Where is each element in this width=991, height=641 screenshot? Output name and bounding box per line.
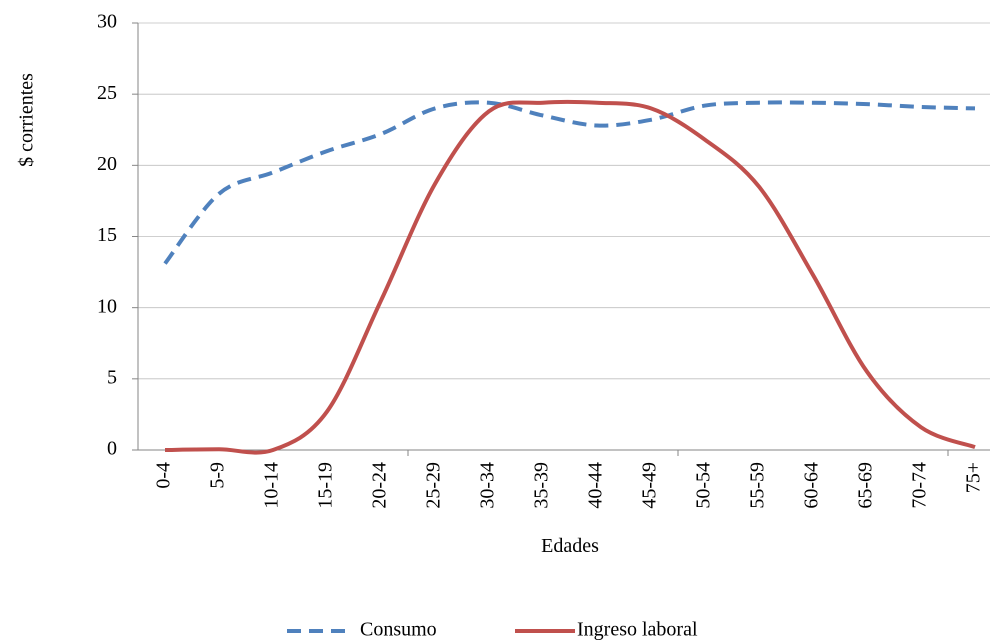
y-tick-label: 0 [107, 438, 117, 460]
x-tick-label: 55-59 [747, 462, 769, 509]
legend-label: Ingreso laboral [577, 619, 698, 641]
line-series [164, 99, 976, 455]
x-tick-label: 50-54 [693, 462, 715, 509]
y-tick-label: 30 [97, 11, 117, 33]
x-tick-label: 40-44 [585, 462, 607, 509]
x-tick-label: 65-69 [855, 462, 877, 509]
y-axis-label: $ corrientes [16, 73, 38, 167]
y-tick-label: 5 [107, 366, 117, 388]
line-series [163, 100, 976, 265]
x-tick-label: 75+ [963, 462, 985, 493]
y-tick-label: 25 [97, 82, 117, 104]
x-tick-label: 35-39 [531, 462, 553, 509]
x-tick-label: 25-29 [423, 462, 445, 509]
x-tick-label: 5-9 [207, 462, 229, 489]
x-tick-label: 0-4 [153, 462, 175, 489]
x-tick-label: 20-24 [369, 462, 391, 509]
y-tick-label: 10 [97, 295, 117, 317]
x-axis-label: Edades [541, 535, 599, 557]
x-tick-label: 70-74 [909, 462, 931, 509]
x-tick-label: 15-19 [315, 462, 337, 509]
y-tick-label: 20 [97, 153, 117, 175]
y-tick-label: 15 [97, 224, 117, 246]
legend-label: Consumo [360, 619, 437, 641]
x-tick-label: 10-14 [261, 462, 283, 509]
x-tick-label: 45-49 [639, 462, 661, 509]
x-tick-label: 30-34 [477, 462, 499, 509]
x-tick-label: 60-64 [801, 462, 823, 509]
